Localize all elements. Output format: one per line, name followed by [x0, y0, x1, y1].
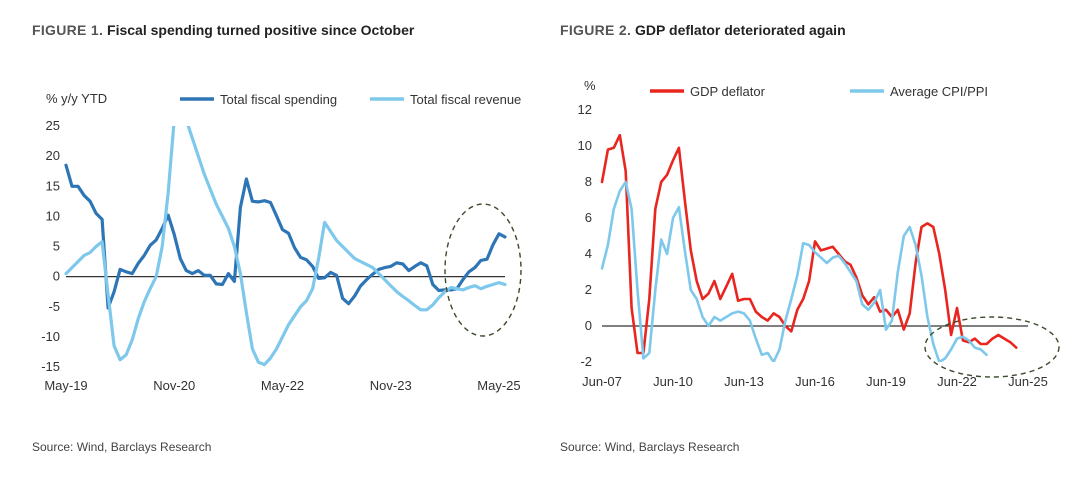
fig1-x-tick-label: May-25 [477, 378, 520, 393]
figure2-source: Source: Wind, Barclays Research [560, 440, 740, 454]
fig2-y-tick-label: 2 [585, 282, 592, 297]
fig1-y-tick-label: -10 [41, 329, 60, 344]
figure2-number: FIGURE 2. [560, 22, 632, 38]
fig2-y-tick-label: -2 [580, 354, 592, 369]
fig2-series-line-2 [600, 180, 988, 362]
fig1-y-tick-label: 0 [53, 269, 60, 284]
fig1-y-axis-label: % y/y YTD [46, 91, 107, 106]
fig1-y-tick-label: 25 [46, 118, 60, 133]
fig2-y-tick-label: 8 [585, 174, 592, 189]
fig2-x-tick-label: Jun-16 [795, 374, 835, 389]
fig1-series-line-1 [64, 163, 507, 310]
fig1-chart: % y/y YTD 25 20 15 10 5 0 -5 -10 -15 May-19 Nov-20 M… [41, 91, 522, 393]
fig2-legend-label-1: GDP deflator [690, 84, 766, 99]
fig2-y-tick-label: 10 [578, 138, 592, 153]
fig2-x-tick-label: Jun-19 [866, 374, 906, 389]
fig2-legend-label-2: Average CPI/PPI [890, 84, 988, 99]
figure1-source: Source: Wind, Barclays Research [32, 440, 212, 454]
fig1-y-tick-label: -15 [41, 359, 60, 374]
fig2-y-tick-label: 4 [585, 246, 592, 261]
figure2-title: FIGURE 2. GDP deflator deteriorated agai… [560, 22, 846, 38]
fig1-legend-label-2: Total fiscal revenue [410, 92, 521, 107]
fig2-x-tick-label: Jun-07 [582, 374, 622, 389]
fig1-x-tick-label: May-22 [261, 378, 304, 393]
figure2-heading: GDP deflator deteriorated again [635, 22, 846, 38]
fig2-highlight-ellipse [924, 316, 1060, 378]
fig2-y-tick-label: 12 [578, 102, 592, 117]
fig1-y-tick-label: 20 [46, 148, 60, 163]
figure1-title: FIGURE 1. Fiscal spending turned positiv… [32, 22, 414, 38]
fig2-x-tick-label: Jun-10 [653, 374, 693, 389]
fig1-y-tick-label: -5 [48, 299, 60, 314]
figure1-heading: Fiscal spending turned positive since Oc… [107, 22, 415, 38]
fig1-x-tick-label: May-19 [44, 378, 87, 393]
fig2-x-tick-label: Jun-22 [937, 374, 977, 389]
fig1-series-line-2 [64, 126, 507, 367]
fig1-x-tick-label: Nov-23 [370, 378, 412, 393]
fig1-y-tick-label: 15 [46, 178, 60, 193]
fig2-x-tick-label: Jun-13 [724, 374, 764, 389]
fig2-y-tick-label: 6 [585, 210, 592, 225]
fig1-x-tick-label: Nov-20 [153, 378, 195, 393]
fig2-y-tick-label: 0 [585, 318, 592, 333]
fig2-chart: % 12 10 8 6 4 2 0 -2 Jun-07 Jun-10 Jun-13 Jun-16 Jun-… [578, 78, 1060, 389]
figure1-number: FIGURE 1. [32, 22, 104, 38]
fig1-y-tick-label: 5 [53, 239, 60, 254]
fig1-legend-label-1: Total fiscal spending [220, 92, 337, 107]
fig1-highlight-ellipse [444, 203, 522, 337]
fig2-x-tick-label: Jun-25 [1008, 374, 1048, 389]
fig1-y-tick-label: 10 [46, 208, 60, 223]
fig2-series-line-1 [600, 133, 1018, 355]
fig2-y-axis-label: % [584, 78, 596, 93]
